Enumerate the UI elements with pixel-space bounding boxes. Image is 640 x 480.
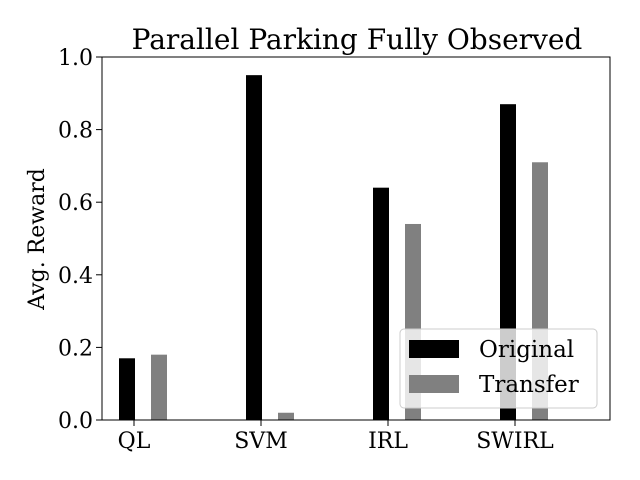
x-tick-label-svm: SVM: [234, 429, 288, 454]
y-tick-label: 0.2: [58, 336, 93, 361]
bar-transfer-ql: [151, 354, 167, 420]
y-axis-label: Avg. Reward: [25, 168, 50, 311]
chart-title: Parallel Parking Fully Observed: [132, 23, 583, 56]
legend-swatch-transfer: [409, 375, 459, 393]
bar-original-ql: [119, 358, 135, 420]
y-tick-label: 1.0: [58, 46, 93, 71]
x-tick-label-ql: QL: [118, 429, 151, 454]
bar-transfer-svm: [278, 412, 294, 420]
plot-frame: [101, 56, 611, 421]
y-tick-label: 0.8: [58, 119, 93, 144]
legend-label-original: Original: [479, 337, 574, 363]
x-tick-label-swirl: SWIRL: [476, 429, 554, 454]
y-tick-label: 0.0: [58, 409, 93, 434]
legend: Original Transfer: [399, 328, 598, 409]
x-tick-label-irl: IRL: [368, 429, 408, 454]
y-tick-label: 0.4: [58, 264, 93, 289]
legend-swatch-original: [409, 340, 459, 358]
bar-original-svm: [246, 75, 262, 421]
bar-original-irl: [373, 187, 389, 420]
y-tick-label: 0.6: [58, 191, 93, 216]
legend-label-transfer: Transfer: [479, 372, 579, 398]
